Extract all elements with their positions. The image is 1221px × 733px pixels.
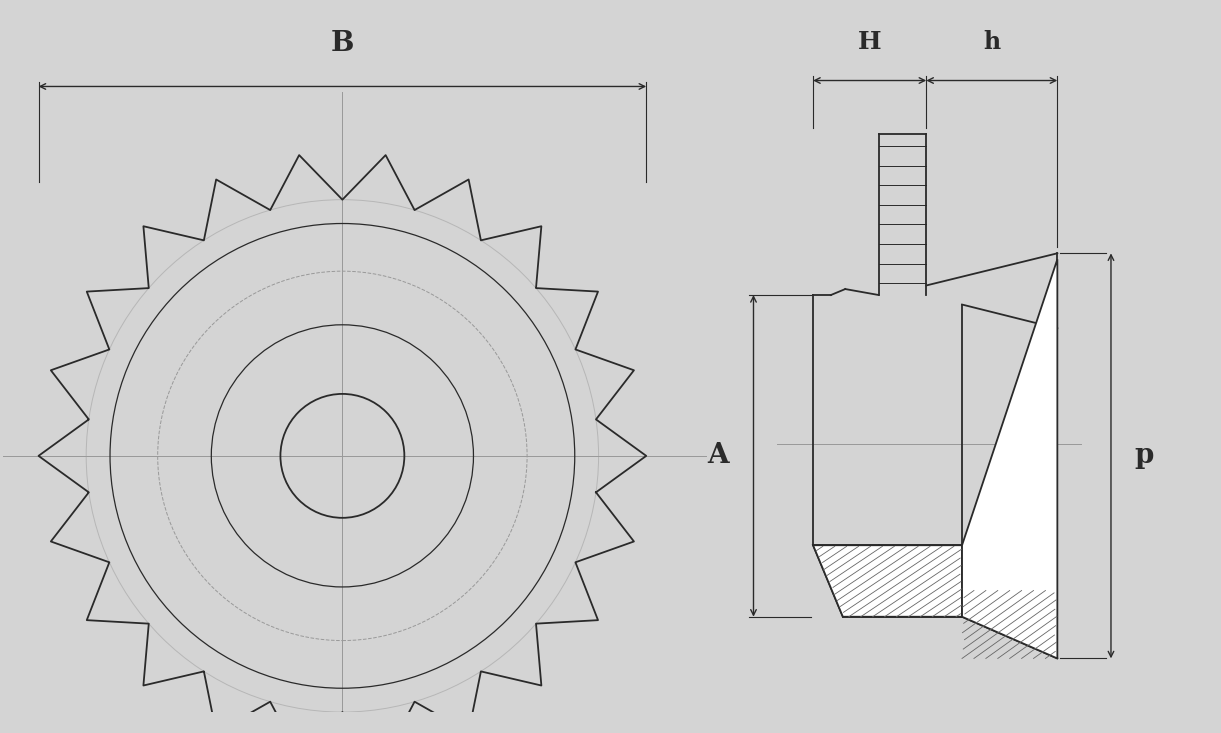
Text: p: p <box>1134 443 1154 469</box>
Text: B: B <box>331 29 354 56</box>
Text: H: H <box>858 30 882 54</box>
Text: A: A <box>707 443 729 469</box>
Polygon shape <box>813 545 962 616</box>
Text: h: h <box>983 30 1000 54</box>
Polygon shape <box>962 259 1057 658</box>
